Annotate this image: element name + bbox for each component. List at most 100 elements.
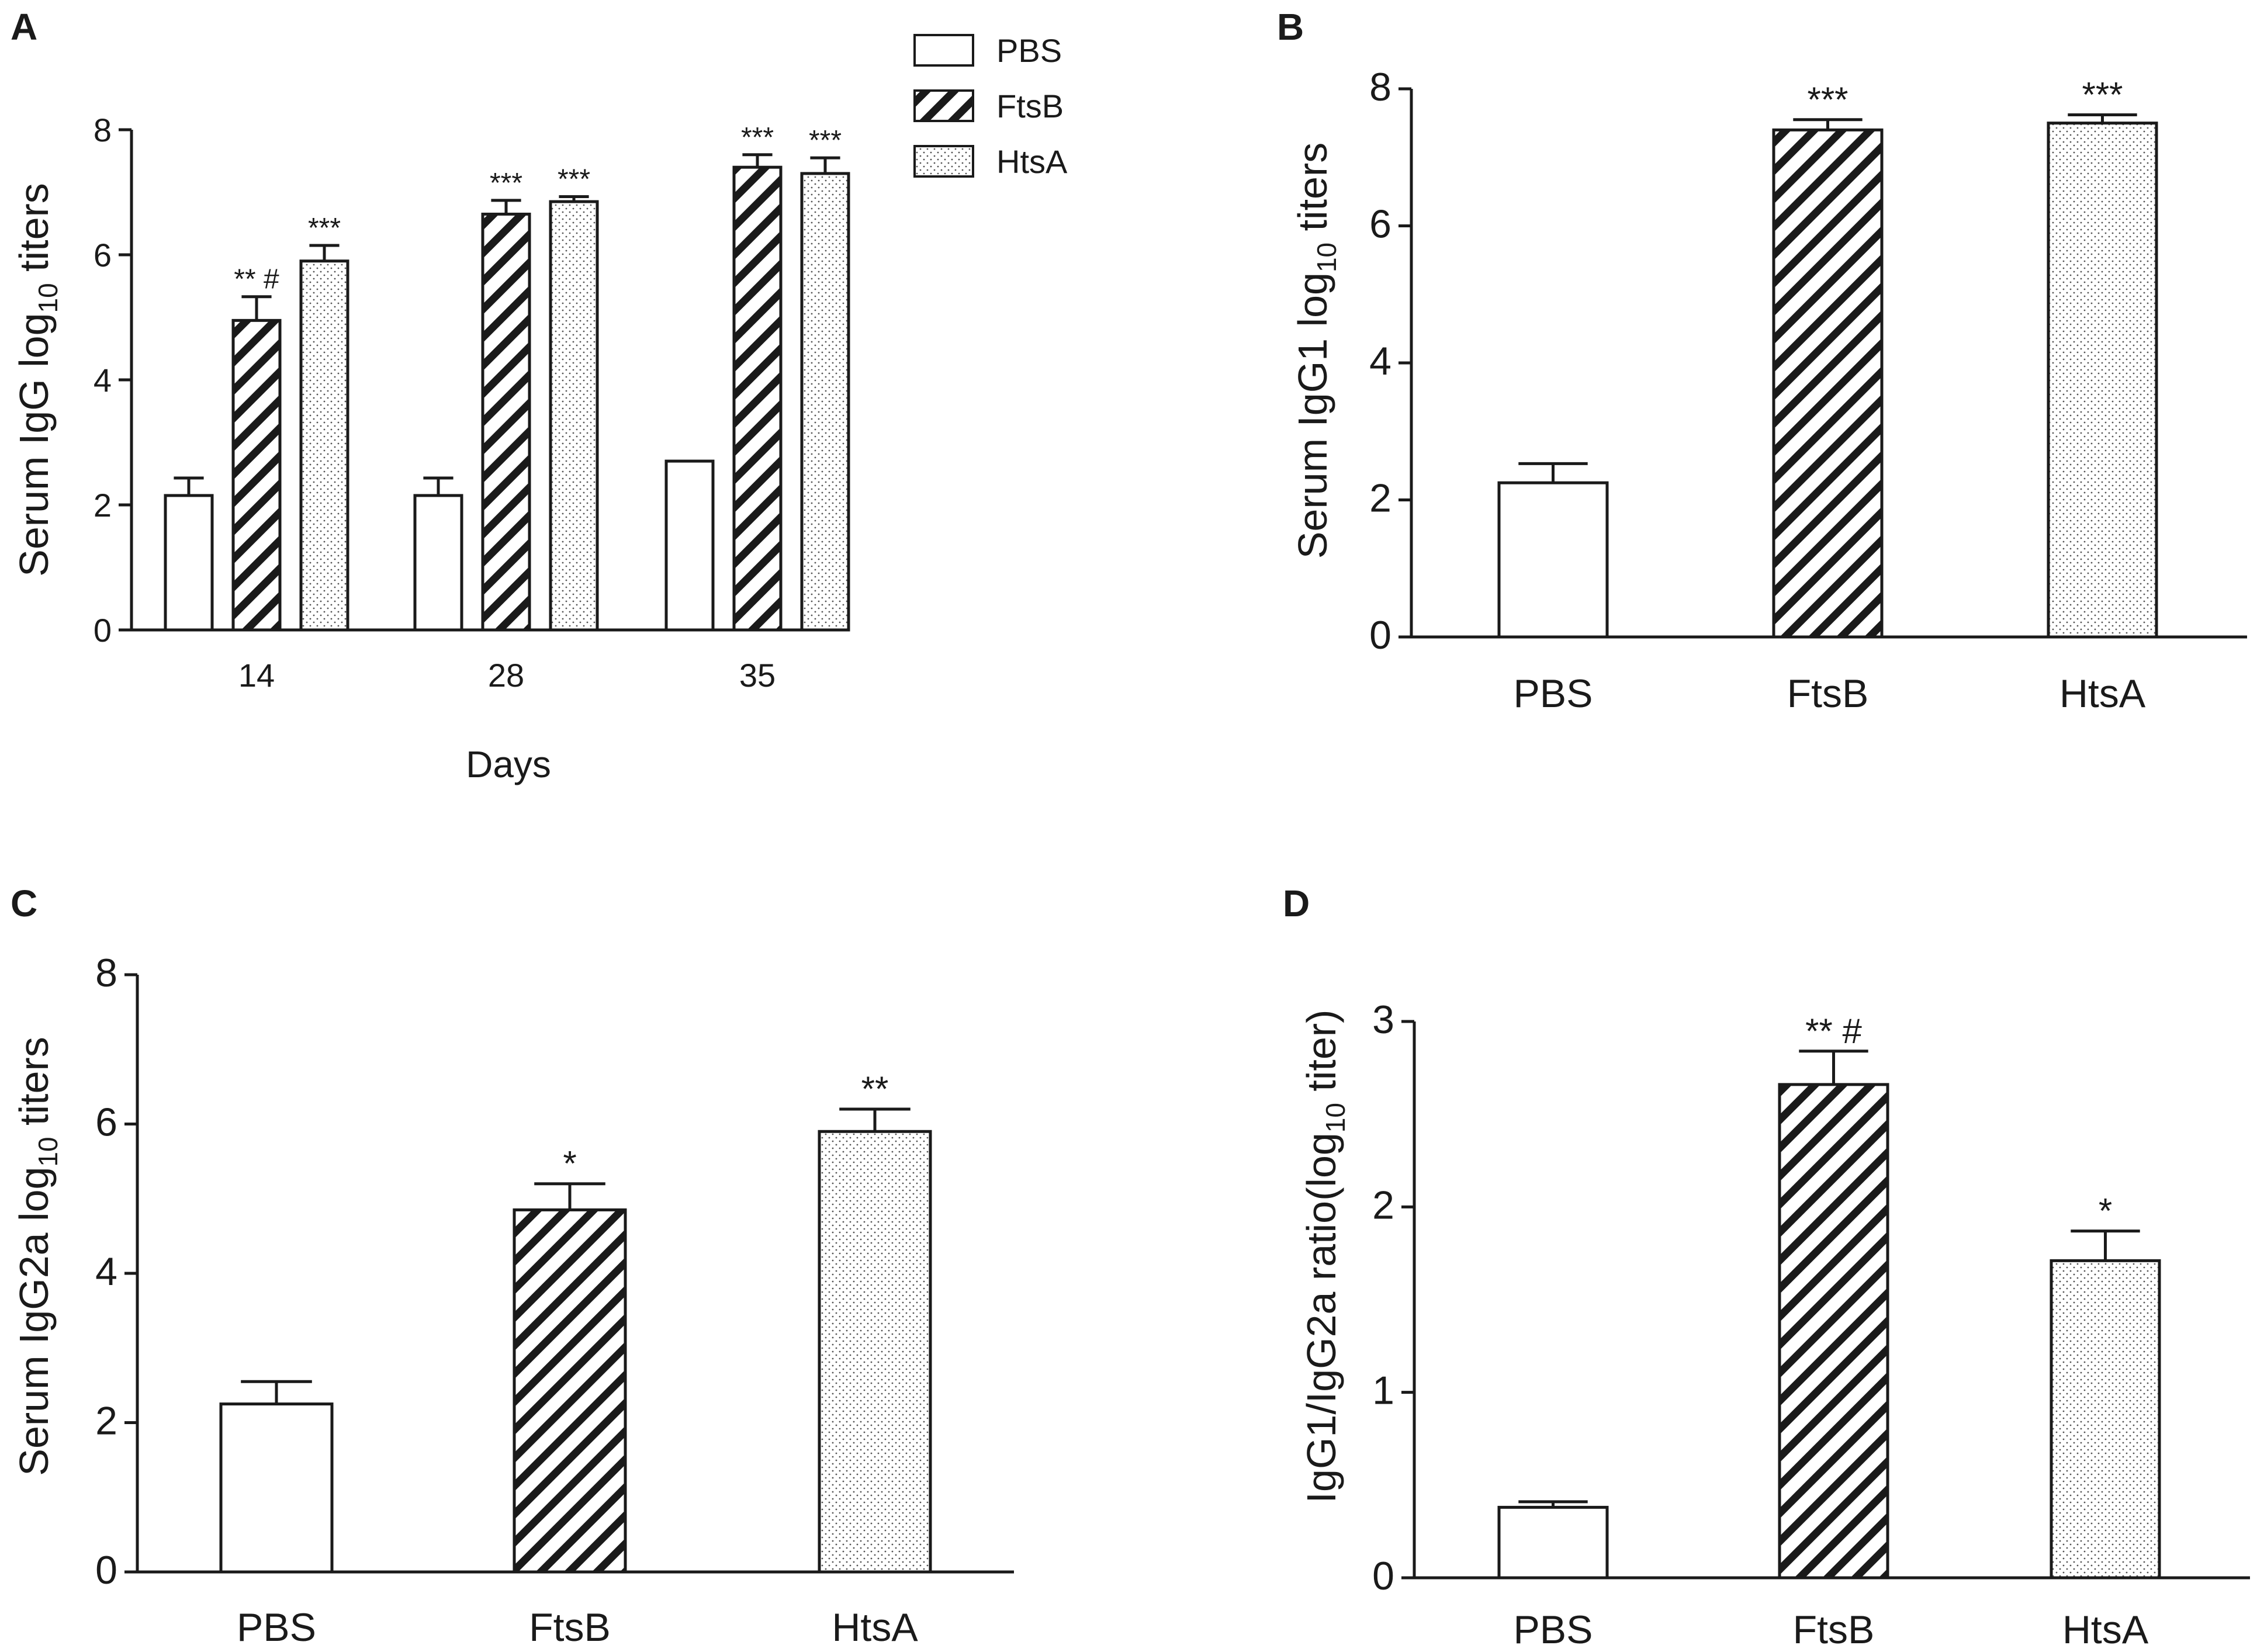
significance-label: ***: [1807, 80, 1848, 119]
y-tick-label: 6: [94, 237, 112, 273]
x-tick-label: FtsB: [1787, 671, 1869, 716]
x-tick-label: HtsA: [832, 1605, 918, 1650]
significance-label: ***: [809, 125, 842, 156]
x-tick-label: PBS: [237, 1605, 316, 1650]
panel-letter-c: C: [11, 882, 37, 924]
significance-label: ***: [558, 164, 590, 195]
y-tick-label: 3: [1372, 998, 1394, 1042]
y-tick-label: 2: [94, 487, 112, 524]
y-tick-label: 4: [1369, 339, 1391, 383]
bar: [299, 259, 349, 632]
significance-label: *: [2099, 1192, 2112, 1231]
y-tick-label: 0: [95, 1548, 117, 1592]
panel-a-y-label-tail: titers: [11, 183, 57, 283]
y-tick-label: 8: [94, 112, 112, 148]
significance-label: ***: [2082, 75, 2123, 115]
significance-label: *: [563, 1144, 576, 1183]
significance-label: ***: [490, 168, 522, 199]
panel-b-y-label-main: Serum IgG1 log: [1290, 272, 1335, 559]
y-tick-label: 0: [1369, 613, 1391, 657]
panel-b-y-axis-label: Serum IgG1 log10 titers: [1290, 143, 1342, 559]
x-tick-label: FtsB: [1793, 1608, 1875, 1652]
bar: [481, 212, 531, 632]
panel-a-y-axis-label: Serum IgG log10 titers: [11, 183, 63, 577]
y-tick-label: 6: [95, 1100, 117, 1145]
y-tick-label: 2: [95, 1399, 117, 1443]
panel-letter-a: A: [11, 6, 37, 48]
bar: [800, 172, 850, 632]
panel-a-y-label-sub: 10: [33, 283, 63, 313]
bar: [1772, 128, 1884, 639]
legend-label-pbs: PBS: [996, 32, 1062, 69]
panel-a-bars: [164, 153, 850, 632]
bar: [219, 1402, 334, 1574]
panel-d-chart: 0 1 2 3 PBS ** # FtsB * HtsA IgG1/IgG2a ratio(l…: [1299, 998, 2250, 1652]
panel-c-y-label-sub: 10: [33, 1137, 63, 1166]
panel-letter-d: D: [1283, 882, 1310, 924]
significance-label: **: [861, 1069, 889, 1109]
panel-a-legend: PBS FtsB HtsA: [913, 32, 1068, 180]
panel-c-y-axis-label: Serum IgG2a log10 titers: [11, 1037, 63, 1476]
panel-c-chart: 0 2 4 6 8 PBS * FtsB ** HtsA Serum IgG2a log10 t…: [11, 951, 1014, 1650]
panel-d-y-label-main: IgG1/IgG2a ratio(log: [1299, 1132, 1344, 1503]
panel-d-y-label-tail: titer): [1299, 1010, 1344, 1103]
panel-b-y-label-tail: titers: [1290, 143, 1335, 243]
bar: [1778, 1083, 1889, 1580]
significance-label: ***: [308, 213, 341, 244]
bar: [164, 494, 214, 632]
panel-letter-b: B: [1277, 6, 1304, 48]
x-tick-label: FtsB: [529, 1605, 611, 1650]
y-tick-label: 2: [1372, 1183, 1394, 1227]
y-tick-label: 1: [1372, 1369, 1394, 1413]
bar: [231, 318, 282, 632]
panel-a-labels: ** # *** 14 *** *** 28 *** *** 35: [234, 122, 842, 694]
x-tick-label: 28: [488, 657, 524, 694]
legend-swatch-htsa: [913, 145, 974, 178]
bar: [549, 200, 599, 632]
panel-b-bars: [1497, 113, 2158, 639]
y-tick-label: 8: [95, 951, 117, 995]
y-tick-label: 4: [95, 1249, 117, 1294]
bar: [2050, 1259, 2161, 1580]
legend-label-htsa: HtsA: [996, 143, 1068, 180]
x-tick-label: HtsA: [2059, 671, 2146, 716]
panel-b-y-label-sub: 10: [1311, 243, 1342, 272]
bar: [2047, 122, 2158, 639]
x-tick-label: HtsA: [2062, 1608, 2149, 1652]
panel-a-y-label-main: Serum IgG log: [11, 313, 57, 577]
y-tick-label: 0: [1372, 1554, 1394, 1598]
panel-d-labels: PBS ** # FtsB * HtsA: [1513, 1012, 2148, 1652]
y-tick-label: 4: [94, 362, 112, 399]
legend-swatch-pbs: [913, 34, 974, 67]
y-tick-label: 6: [1369, 202, 1391, 247]
panel-a-chart: 0 2 4 6 8 ** # *** 14 *** *** 28 *** *** 35 Days Ser…: [11, 32, 1068, 785]
panel-c-bars: [219, 1107, 932, 1574]
y-tick-label: 2: [1369, 476, 1391, 521]
bar: [818, 1130, 932, 1574]
legend-swatch-ftsb: [913, 89, 974, 122]
bar: [513, 1208, 627, 1574]
panel-c-labels: PBS * FtsB ** HtsA: [237, 1069, 918, 1650]
significance-label: ** #: [1805, 1012, 1862, 1051]
x-tick-label: 14: [238, 657, 275, 694]
significance-label: ** #: [234, 264, 279, 295]
legend-label-ftsb: FtsB: [996, 88, 1064, 124]
panel-c-y-label-tail: titers: [11, 1037, 57, 1137]
y-tick-label: 8: [1369, 65, 1391, 109]
panel-d-bars: [1497, 1050, 2161, 1580]
bar: [1497, 1505, 1609, 1580]
bar: [413, 494, 463, 632]
panel-d-y-axis-label: IgG1/IgG2a ratio(log10 titer): [1299, 1010, 1351, 1504]
panel-b-labels: PBS *** FtsB *** HtsA: [1513, 75, 2145, 716]
significance-label: ***: [741, 122, 774, 153]
bar: [732, 165, 783, 632]
x-tick-label: 35: [739, 657, 776, 694]
bar: [664, 459, 715, 632]
x-tick-label: PBS: [1513, 1608, 1593, 1652]
panel-d-y-label-sub: 10: [1320, 1103, 1351, 1132]
panel-c-y-label-main: Serum IgG2a log: [11, 1167, 57, 1476]
bar: [1497, 481, 1609, 639]
panel-b-chart: 0 2 4 6 8 PBS *** FtsB *** HtsA Serum IgG1 log10…: [1290, 65, 2247, 716]
panel-a-x-axis-label: Days: [466, 743, 551, 785]
